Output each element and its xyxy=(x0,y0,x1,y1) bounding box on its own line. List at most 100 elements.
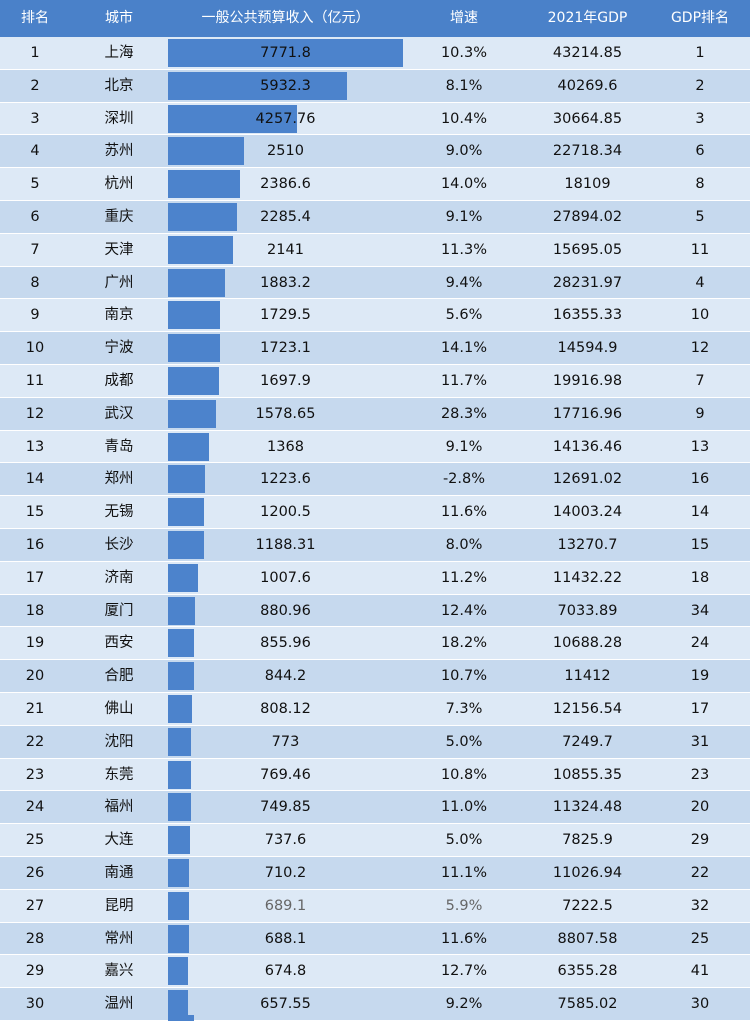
table-row: 15 无锡 1200.5 11.6% 14003.24 14 xyxy=(0,496,750,529)
gdp-rank-cell: 6 xyxy=(695,143,705,160)
revenue-bar xyxy=(168,957,188,986)
gdp-cell: 7825.9 xyxy=(562,832,613,849)
revenue-bar xyxy=(168,891,189,920)
city-cell: 北京 xyxy=(104,77,134,94)
growth-cell: 11.3% xyxy=(440,241,488,258)
gdp-cell: 18109 xyxy=(564,176,611,193)
growth-cell: 9.0% xyxy=(445,143,483,160)
revenue-bar xyxy=(168,596,195,625)
revenue-label: 749.85 xyxy=(260,799,311,816)
gdp-rank-cell: 8 xyxy=(695,176,705,193)
header-rank: 排名 xyxy=(21,10,49,26)
city-cell: 温州 xyxy=(104,996,134,1013)
revenue-label: 855.96 xyxy=(260,635,311,652)
city-cell: 武汉 xyxy=(104,405,134,422)
city-cell: 无锡 xyxy=(104,504,134,521)
revenue-bar xyxy=(168,924,189,953)
rank-cell: 22 xyxy=(25,733,45,750)
city-cell: 南京 xyxy=(104,307,134,324)
revenue-label: 1883.2 xyxy=(260,274,311,291)
city-cell: 郑州 xyxy=(104,471,134,488)
revenue-label: 1223.6 xyxy=(260,471,311,488)
city-cell: 大连 xyxy=(104,832,134,849)
revenue-label: 2141 xyxy=(267,241,304,258)
city-cell: 济南 xyxy=(104,569,134,586)
gdp-rank-cell: 25 xyxy=(690,930,710,947)
header-gdp-rank: GDP排名 xyxy=(670,10,730,26)
table-row: 26 南通 710.2 11.1% 11026.94 22 xyxy=(0,856,750,890)
revenue-label: 674.8 xyxy=(264,963,307,980)
table-row: 4 苏州 2510 9.0% 22718.34 6 xyxy=(0,135,750,169)
rank-cell: 11 xyxy=(25,372,45,389)
gdp-rank-cell: 30 xyxy=(690,996,710,1013)
growth-cell: 14.1% xyxy=(440,340,488,357)
growth-cell: 11.6% xyxy=(440,504,488,521)
gdp-cell: 13270.7 xyxy=(557,536,618,553)
rank-cell: 7 xyxy=(30,241,40,258)
growth-cell: 9.1% xyxy=(445,438,483,455)
city-cell: 青岛 xyxy=(104,438,134,455)
rank-cell: 8 xyxy=(30,274,40,291)
table-row: 10 宁波 1723.1 14.1% 14594.9 12 xyxy=(0,332,750,365)
table-row: 20 合肥 844.2 10.7% 11412 19 xyxy=(0,660,750,693)
rank-cell: 4 xyxy=(30,143,40,160)
growth-cell: 18.2% xyxy=(440,635,488,652)
gdp-rank-cell: 34 xyxy=(690,602,710,619)
gdp-rank-cell: 10 xyxy=(690,307,710,324)
gdp-cell: 15695.05 xyxy=(552,241,623,258)
rank-cell: 3 xyxy=(30,110,40,127)
revenue-label: 7771.8 xyxy=(260,45,311,61)
city-cell: 杭州 xyxy=(104,176,134,193)
revenue-label: 2285.4 xyxy=(260,208,311,225)
table-row: 21 佛山 808.12 7.3% 12156.54 17 xyxy=(0,692,750,726)
gdp-rank-cell: 32 xyxy=(690,897,710,914)
table-row: 2 北京 5932.3 8.1% 40269.6 2 xyxy=(0,69,750,103)
table-header: 排名 城市 一般公共预算收入（亿元） 增速 2021年GDP GDP排名 xyxy=(0,0,750,37)
rank-cell: 21 xyxy=(25,700,45,717)
revenue-bar xyxy=(168,662,194,691)
revenue-bar xyxy=(168,629,194,658)
rank-cell: 12 xyxy=(25,405,45,422)
table-row: 30 温州 657.55 9.2% 7585.02 30 xyxy=(0,988,750,1021)
gdp-cell: 11412 xyxy=(564,668,611,685)
growth-cell: 12.7% xyxy=(440,963,488,980)
revenue-label: 1723.1 xyxy=(260,340,311,357)
table-row: 7 天津 2141 11.3% 15695.05 11 xyxy=(0,233,750,267)
revenue-label: 1200.5 xyxy=(260,504,311,521)
table-row: 19 西安 855.96 18.2% 10688.28 24 xyxy=(0,627,750,661)
revenue-label: 2386.6 xyxy=(260,176,311,193)
table-row: 14 郑州 1223.6 -2.8% 12691.02 16 xyxy=(0,463,750,497)
revenue-bar xyxy=(168,858,189,887)
gdp-rank-cell: 29 xyxy=(690,832,710,849)
growth-cell: 5.0% xyxy=(445,733,483,750)
growth-cell: 7.3% xyxy=(445,700,483,717)
revenue-label: 4257.76 xyxy=(255,110,316,127)
rank-cell: 15 xyxy=(25,504,45,521)
revenue-bar xyxy=(168,826,190,855)
table-row: 22 沈阳 773 5.0% 7249.7 31 xyxy=(0,725,750,759)
gdp-cell: 11432.22 xyxy=(552,569,623,586)
rank-cell: 27 xyxy=(25,897,45,914)
rank-cell: 6 xyxy=(30,208,40,225)
revenue-bar xyxy=(168,399,216,428)
rank-cell: 29 xyxy=(25,963,45,980)
revenue-bar xyxy=(168,530,204,559)
growth-cell: -2.8% xyxy=(442,471,486,488)
gdp-cell: 28231.97 xyxy=(552,274,623,291)
growth-cell: 11.6% xyxy=(440,930,488,947)
table-row: 23 东莞 769.46 10.8% 10855.35 23 xyxy=(0,758,750,792)
revenue-label: 710.2 xyxy=(264,864,307,881)
rank-cell: 9 xyxy=(30,307,40,324)
revenue-label: 880.96 xyxy=(260,602,311,619)
rank-cell: 14 xyxy=(25,471,45,488)
rank-cell: 17 xyxy=(25,569,45,586)
table-row: 5 杭州 2386.6 14.0% 18109 8 xyxy=(0,168,750,201)
table-row: 24 福州 749.85 11.0% 11324.48 20 xyxy=(0,791,750,825)
gdp-cell: 7249.7 xyxy=(562,733,613,750)
next-row-bar-stub xyxy=(168,1014,194,1021)
gdp-rank-cell: 18 xyxy=(690,569,710,586)
city-cell: 佛山 xyxy=(104,700,134,717)
gdp-cell: 10855.35 xyxy=(552,766,623,783)
city-cell: 福州 xyxy=(104,799,134,816)
city-cell: 上海 xyxy=(104,45,134,61)
